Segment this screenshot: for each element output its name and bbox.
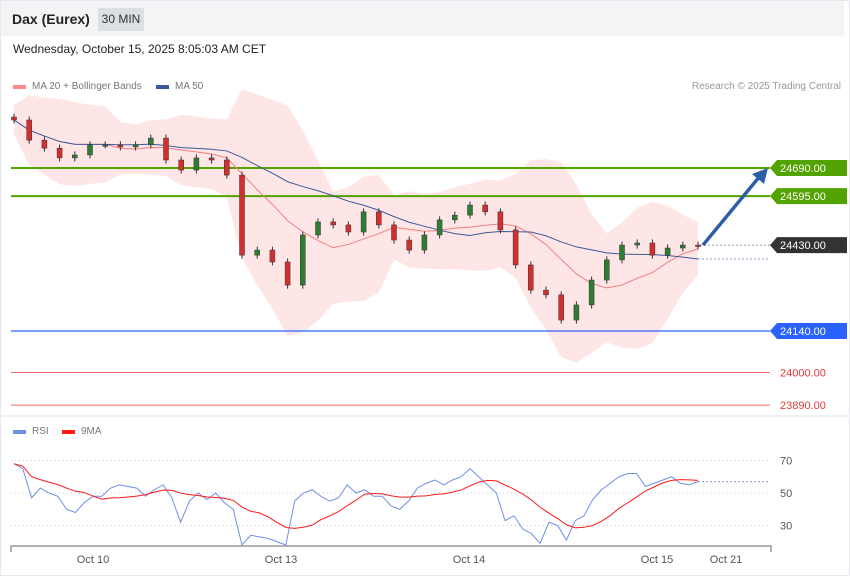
x-tick-label: Oct 14 (453, 554, 485, 566)
level-label-box (770, 160, 847, 176)
candle-body (239, 174, 245, 256)
candle-body (224, 159, 230, 176)
candle-body (406, 239, 412, 251)
legend-rsi-label: RSI (32, 426, 49, 437)
candle-body (315, 221, 321, 236)
candle-body (512, 229, 519, 266)
x-axis (10, 545, 772, 552)
legend-9ma: 9MA (62, 426, 102, 437)
x-tick-label: Oct 13 (265, 554, 297, 566)
candle-body (436, 219, 443, 236)
candle-body (588, 279, 595, 306)
candle-body (56, 147, 63, 159)
level-label: 24690.00 (780, 163, 826, 175)
candle-body (254, 249, 260, 256)
candle-body (208, 157, 215, 161)
ma50-swatch (156, 84, 169, 89)
rsi-tick-label: 70 (780, 456, 792, 468)
timeframe-button[interactable]: 30 MIN (98, 8, 144, 31)
level-label: 24430.00 (780, 240, 826, 252)
candle-body (573, 304, 580, 321)
candle-body (330, 221, 336, 226)
candle-body (391, 224, 397, 241)
candle-body (148, 137, 154, 146)
candle-body (26, 119, 32, 141)
candle-body (376, 211, 382, 226)
ma20-swatch (13, 84, 26, 89)
candle-body (680, 244, 686, 249)
level-label-box (770, 323, 847, 340)
rsi-swatch (13, 429, 26, 434)
header-bar: Dax (Eurex) 30 MIN (1, 1, 844, 36)
candle-body (528, 264, 534, 291)
candle-body (284, 261, 291, 286)
candle-body (117, 144, 124, 148)
rsi-ma-line (13, 463, 699, 529)
forecast-arrowhead-icon (752, 168, 768, 184)
candle-body (543, 289, 549, 296)
level-label: 23890.00 (780, 400, 826, 412)
candle-body (604, 259, 610, 281)
ma9-swatch (62, 429, 75, 434)
rsi-tick-label: 50 (780, 488, 792, 500)
timestamp: Wednesday, October 15, 2025 8:05:03 AM C… (13, 42, 267, 56)
candle-body (132, 144, 139, 148)
ma20-line (13, 119, 699, 289)
candle-body (452, 214, 458, 221)
instrument-title: Dax (Eurex) (12, 11, 90, 27)
credit: Research © 2025 Trading Central (691, 81, 841, 92)
legend-ma20-label: MA 20 + Bollinger Bands (32, 81, 142, 92)
candle-body (72, 154, 78, 159)
candle-body (467, 204, 473, 216)
bollinger-bands (14, 89, 698, 363)
candle-body (695, 244, 701, 247)
candle-body (193, 157, 200, 171)
candle-body (87, 144, 93, 156)
candle-body (634, 242, 640, 246)
x-tick-label: Oct 10 (77, 554, 109, 566)
candle-body (345, 224, 352, 233)
candle-body (421, 234, 428, 251)
panel-separator (0, 415, 850, 417)
level-label-box (770, 188, 847, 205)
candle-body (163, 137, 169, 161)
forecast-arrow (701, 174, 762, 247)
candle-body (558, 294, 564, 321)
candle-body (300, 234, 306, 286)
rsi-line (13, 463, 699, 547)
candle-body (11, 116, 17, 121)
candle-body (649, 242, 656, 256)
legend-rsi: RSI (13, 426, 49, 437)
ma50-line (13, 119, 699, 260)
candle-body (497, 211, 504, 231)
rsi-tick-label: 30 (780, 521, 792, 533)
candle-body (482, 204, 488, 213)
candle-body (269, 249, 276, 263)
candle-body (360, 211, 367, 233)
legend-ma50: MA 50 (156, 81, 203, 92)
level-label: 24595.00 (780, 191, 826, 203)
candle-body (102, 144, 108, 147)
legend-ma20: MA 20 + Bollinger Bands (13, 81, 142, 92)
x-tick-label: Oct 21 (710, 554, 742, 566)
legend-ma50-label: MA 50 (175, 81, 204, 92)
candle-body (41, 139, 48, 149)
candle-body (619, 244, 625, 261)
level-label: 24140.00 (780, 326, 826, 338)
candle-body (178, 159, 184, 171)
x-tick-label: Oct 15 (641, 554, 673, 566)
candle-body (664, 247, 671, 256)
legend-9ma-label: 9MA (81, 426, 102, 437)
level-label: 24000.00 (780, 368, 826, 380)
level-label-box (770, 237, 847, 254)
